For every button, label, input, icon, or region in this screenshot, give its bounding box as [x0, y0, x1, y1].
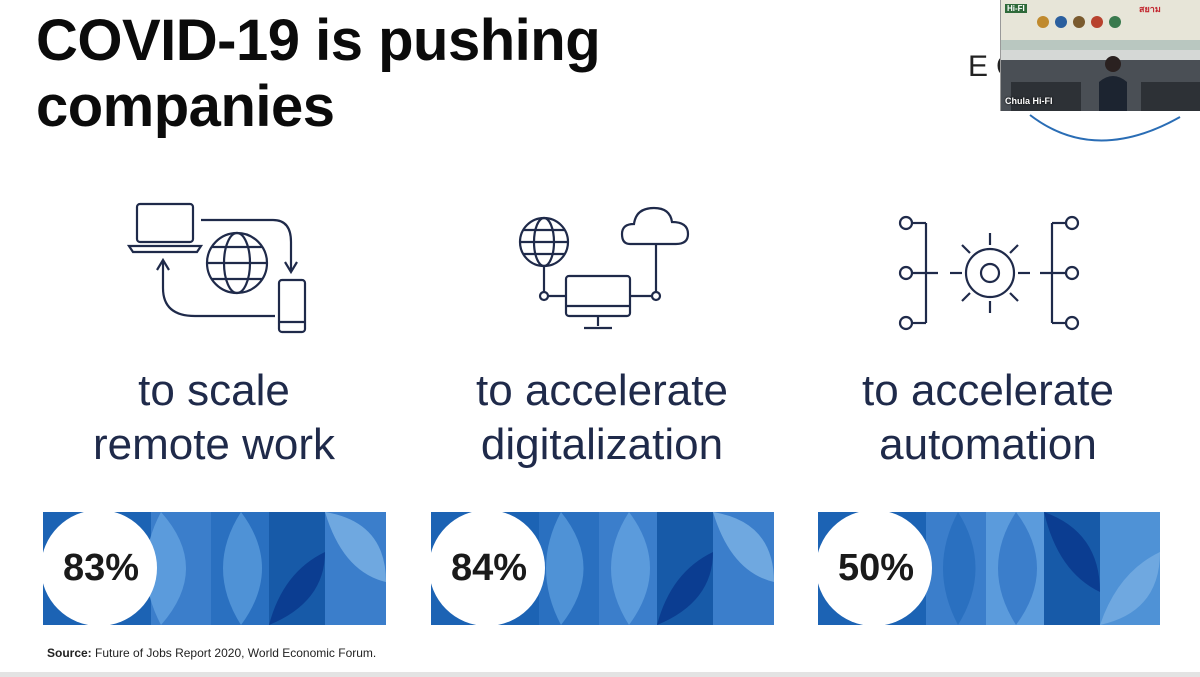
caption-digitalization: to accelerate digitalization — [412, 364, 792, 472]
digitalization-icon — [518, 206, 690, 330]
banner-pattern — [43, 512, 386, 625]
banner-pattern — [431, 512, 774, 625]
caption-remote-work-line-1: to scale — [138, 366, 290, 415]
stat-value-remote-work: 83% — [62, 547, 140, 589]
video-participant-tile[interactable]: Hi-FI สยาม Chula Hi-FI — [1000, 0, 1200, 111]
automation-icon — [898, 215, 1080, 331]
caption-automation: to accelerate automation — [798, 364, 1178, 472]
source-citation: Source: Future of Jobs Report 2020, Worl… — [47, 646, 376, 660]
stat-banner-remote-work: 83% — [43, 512, 386, 625]
source-label: Source: — [47, 646, 92, 660]
bottom-divider — [0, 672, 1200, 677]
caption-automation-line-1: to accelerate — [862, 366, 1114, 415]
caption-digitalization-line-1: to accelerate — [476, 366, 728, 415]
video-feed — [1001, 0, 1200, 111]
slide-title-line-2: companies — [36, 74, 335, 139]
caption-remote-work-line-2: remote work — [92, 420, 336, 469]
stat-banner-automation: 50% — [818, 512, 1160, 625]
stat-banner-digitalization: 84% — [431, 512, 774, 625]
video-banner-text: Hi-FI — [1005, 4, 1027, 13]
slide-title: COVID-19 is pushing companies — [36, 8, 736, 140]
stat-value-digitalization: 84% — [450, 547, 528, 589]
banner-pattern — [818, 512, 1160, 625]
caption-remote-work: to scale remote work — [24, 364, 404, 472]
stat-value-automation: 50% — [837, 547, 915, 589]
caption-automation-line-2: automation — [879, 420, 1097, 469]
forum-logo-arc — [1029, 114, 1181, 142]
source-text: Future of Jobs Report 2020, World Econom… — [95, 646, 377, 660]
participant-name: Chula Hi-FI — [1005, 96, 1053, 106]
slide-title-line-1: COVID-19 is pushing — [36, 8, 601, 73]
caption-digitalization-line-2: digitalization — [480, 420, 724, 469]
remote-work-icon — [126, 202, 307, 334]
video-brand-text: สยาม — [1139, 4, 1161, 14]
